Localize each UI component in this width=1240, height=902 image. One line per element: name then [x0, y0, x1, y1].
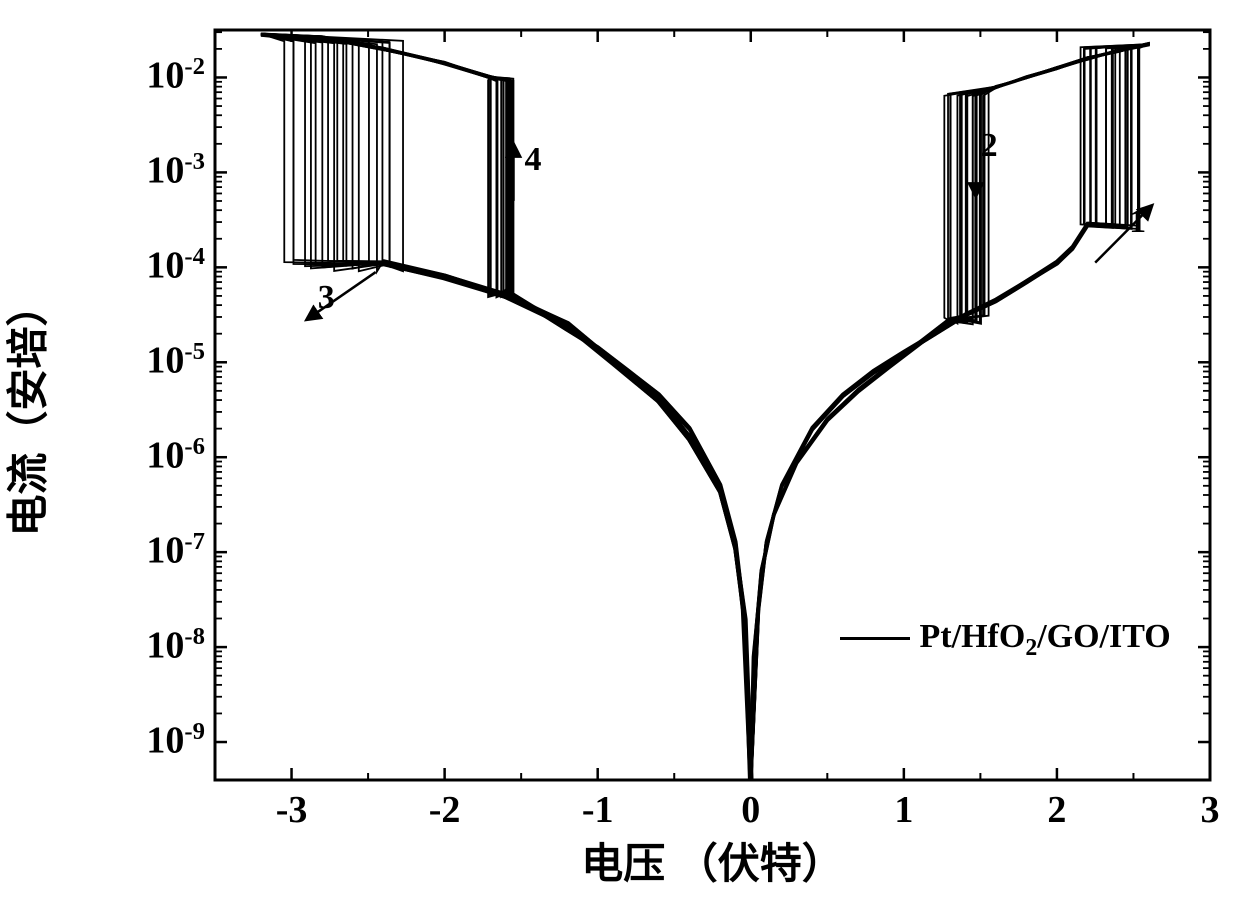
y-tick-label: 10-9: [146, 718, 205, 763]
y-axis-label: 电流（安培）: [0, 261, 56, 561]
x-tick-label: -3: [267, 788, 317, 832]
x-tick-label: -2: [420, 788, 470, 832]
y-tick-label: 10-2: [146, 53, 205, 98]
x-tick-label: 1: [879, 788, 929, 832]
x-tick-label: 2: [1032, 788, 1082, 832]
legend: Pt/HfO2/GO/ITO: [840, 618, 1171, 662]
y-tick-label: 10-6: [146, 433, 205, 478]
annotation-2: 2: [981, 127, 998, 165]
annotation-4: 4: [524, 141, 541, 179]
y-tick-label: 10-4: [146, 243, 205, 288]
annotation-3: 3: [318, 279, 335, 317]
annotation-1: 1: [1129, 203, 1146, 241]
x-tick-label: 0: [726, 788, 776, 832]
y-tick-label: 10-5: [146, 338, 205, 383]
x-tick-label: 3: [1185, 788, 1235, 832]
iv-curve-chart: 电流（安培） 电压 （伏特） Pt/HfO2/GO/ITO -3 -2 -1 0 1 2 3…: [0, 0, 1240, 897]
y-tick-label: 10-8: [146, 623, 205, 668]
x-axis-label: 电压 （伏特）: [533, 830, 893, 891]
y-tick-label: 10-3: [146, 148, 205, 193]
x-tick-label: -1: [573, 788, 623, 832]
y-tick-label: 10-7: [146, 528, 205, 573]
